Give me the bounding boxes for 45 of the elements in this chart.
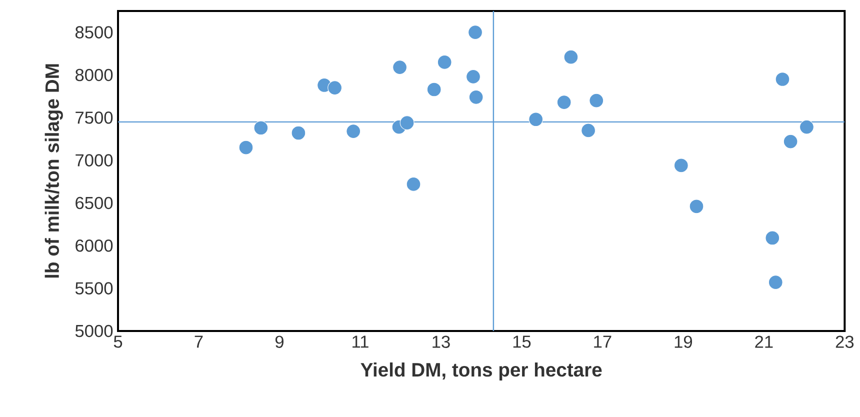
- y-tick-label: 8000: [75, 68, 113, 82]
- point: [468, 90, 484, 104]
- x-tick-label: 21: [755, 336, 773, 348]
- point: [291, 126, 306, 140]
- x-axis-title: Yield DM, tons per hectare: [360, 362, 602, 380]
- point: [775, 72, 790, 86]
- point: [783, 134, 798, 149]
- x-tick-label: 15: [513, 336, 531, 348]
- point: [589, 93, 604, 108]
- x-tick-label: 13: [432, 336, 450, 348]
- y-tick-label: 5000: [75, 324, 113, 338]
- point: [466, 69, 480, 84]
- point: [254, 120, 268, 136]
- y-tick-label: 7500: [76, 112, 113, 124]
- point: [426, 82, 442, 97]
- point: [328, 80, 342, 95]
- point: [765, 230, 780, 246]
- point: [400, 116, 414, 130]
- point: [768, 275, 783, 290]
- point: [468, 25, 482, 40]
- point: [689, 199, 704, 214]
- x-tick-label: 9: [275, 336, 284, 348]
- point: [528, 112, 544, 127]
- point: [800, 120, 814, 134]
- point: [406, 177, 421, 192]
- point: [346, 124, 361, 139]
- x-tick-label: 7: [194, 336, 203, 348]
- y-axis-title: lb of milk/ton silage DM: [44, 64, 63, 278]
- y-tick-label: 7000: [76, 154, 113, 166]
- point: [581, 123, 596, 138]
- x-tick-label: 19: [674, 336, 692, 348]
- point: [564, 50, 578, 64]
- y-tick-label: 6500: [76, 196, 113, 210]
- point: [556, 95, 572, 110]
- x-tick-label: 5: [114, 336, 122, 348]
- y-tick-label: 6000: [76, 240, 113, 252]
- y-tick-label: 8500: [75, 26, 113, 38]
- y-tick-label: 5500: [75, 282, 113, 294]
- point: [238, 140, 254, 155]
- point: [437, 54, 452, 70]
- x-tick-label: 11: [352, 336, 368, 348]
- point: [392, 60, 407, 75]
- x-tick-label: 23: [836, 336, 854, 348]
- point: [674, 158, 688, 173]
- x-tick-label: 17: [594, 336, 612, 348]
